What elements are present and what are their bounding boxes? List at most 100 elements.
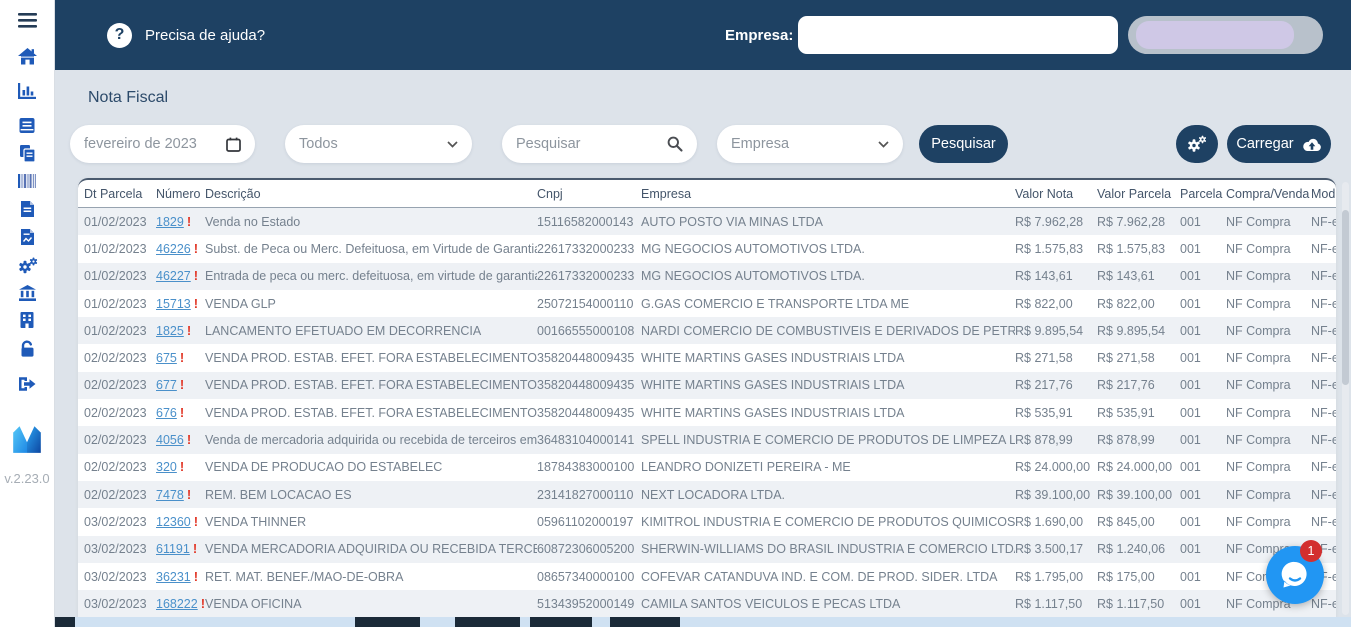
col-valor-nota[interactable]: Valor Nota [1015,186,1074,201]
table-row[interactable]: 02/02/2023 4056! Venda de mercadoria adq… [78,426,1336,454]
table-row[interactable]: 03/02/2023 168222! VENDA OFICINA 5134395… [78,590,1336,618]
cell-valor-parcela: R$ 878,99 [1097,433,1155,448]
document-copy-icon [19,144,36,162]
sidebar-item-report[interactable] [12,227,42,247]
numero-link[interactable]: 675 [156,351,177,366]
numero-link[interactable]: 320 [156,460,177,475]
cell-compra-venda: NF Compra [1226,351,1291,366]
cell-valor-nota: R$ 878,99 [1015,433,1073,448]
scrollbar-thumb[interactable] [1342,210,1349,385]
cell-modelo: NF-e [1311,433,1336,448]
cell-compra-venda: NF Compra [1226,241,1291,256]
cell-empresa: NEXT LOCADORA LTDA. [641,487,786,502]
vertical-scrollbar[interactable] [1342,182,1349,615]
table-row[interactable]: 01/02/2023 1825! LANCAMENTO EFETUADO EM … [78,317,1336,345]
numero-link[interactable]: 1829 [156,214,184,229]
upload-button[interactable]: Carregar [1227,125,1331,163]
search-button[interactable]: Pesquisar [919,125,1008,163]
table-row[interactable]: 02/02/2023 675! VENDA PROD. ESTAB. EFET.… [78,344,1336,371]
cell-descricao: Venda de mercadoria adquirida ou recebid… [205,433,537,448]
type-select-value: Todos [299,136,338,152]
hamburger-menu-icon [17,12,37,28]
type-select[interactable]: Todos [285,125,472,163]
cell-empresa: CAMILA SANTOS VEICULOS E PECAS LTDA [641,596,901,611]
numero-link[interactable]: 168222 [156,596,198,611]
cell-valor-nota: R$ 1.690,00 [1015,514,1084,529]
sidebar-item-barcode[interactable] [12,171,42,191]
cell-modelo: NF-e [1311,351,1336,366]
sidebar-item-document[interactable] [12,199,42,219]
table-row[interactable]: 01/02/2023 1829! Venda no Estado 1511658… [78,208,1336,236]
cell-numero: 46227! [156,268,205,284]
numero-link[interactable]: 46227 [156,269,191,284]
col-descricao[interactable]: Descrição [205,186,261,201]
sidebar-item-documents-copy[interactable] [12,143,42,163]
col-modelo[interactable]: Mod [1311,186,1336,201]
table-row[interactable]: 02/02/2023 320! VENDA DE PRODUCAO DO EST… [78,454,1336,481]
date-filter-input[interactable]: fevereiro de 2023 [70,125,255,163]
sidebar-menu-button[interactable] [12,10,42,30]
col-compra-venda[interactable]: Compra/Venda [1226,186,1310,201]
numero-link[interactable]: 4056 [156,433,184,448]
numero-link[interactable]: 46226 [156,241,191,256]
sidebar-item-settings[interactable] [12,255,42,275]
cell-dt-parcela: 03/02/2023 [84,596,147,611]
numero-link[interactable]: 1825 [156,323,184,338]
sidebar-item-dashboard[interactable] [12,81,42,101]
date-filter-value: fevereiro de 2023 [84,136,197,152]
empresa-masked-field[interactable] [1128,16,1323,54]
numero-link[interactable]: 12360 [156,514,191,529]
col-valor-parcela[interactable]: Valor Parcela [1097,186,1172,201]
cell-valor-parcela: R$ 845,00 [1097,514,1155,529]
numero-link[interactable]: 36231 [156,569,191,584]
cell-dt-parcela: 02/02/2023 [84,378,147,393]
app-logo [10,422,44,461]
table-row[interactable]: 02/02/2023 676! VENDA PROD. ESTAB. EFET.… [78,399,1336,426]
empresa-select[interactable]: Empresa [717,125,903,163]
numero-link[interactable]: 61191 [156,542,190,557]
numero-link[interactable]: 676 [156,405,177,420]
cell-numero: 46226! [156,241,205,256]
col-numero[interactable]: Número [156,186,201,201]
table-row[interactable]: 02/02/2023 677! VENDA PROD. ESTAB. EFET.… [78,371,1336,400]
help-link[interactable]: ? Precisa de ajuda? [107,0,265,70]
calendar-icon [226,137,241,152]
table-row[interactable]: 02/02/2023 7478! REM. BEM LOCACAO ES 231… [78,480,1336,509]
cell-parcela: 001 [1180,269,1201,284]
sidebar-item-bank[interactable] [12,283,42,303]
cell-valor-nota: R$ 1.795,00 [1015,569,1084,584]
cell-descricao: Entrada de peca ou merc. defeituosa, em … [205,269,537,284]
table-row[interactable]: 01/02/2023 46227! Entrada de peca ou mer… [78,262,1336,290]
search-icon [667,136,683,152]
cell-compra-venda: NF Compra [1226,378,1291,393]
sidebar-item-ledger[interactable] [12,115,42,135]
sidebar-item-building[interactable] [12,310,42,330]
sidebar-item-home[interactable] [12,46,42,66]
numero-link[interactable]: 677 [156,378,177,393]
table-row[interactable]: 01/02/2023 46226! Subst. de Peca ou Merc… [78,235,1336,262]
cell-modelo: NF-e [1311,596,1336,611]
alert-icon: ! [193,268,199,284]
cell-numero: 168222! [156,596,205,611]
col-dt-parcela[interactable]: Dt Parcela [84,186,143,201]
table-row[interactable]: 03/02/2023 12360! VENDA THINNER 05961102… [78,508,1336,535]
table-row[interactable]: 01/02/2023 15713! VENDA GLP 250721540001… [78,290,1336,317]
numero-link[interactable]: 7478 [156,487,184,502]
table-row[interactable]: 03/02/2023 36231! RET. MAT. BENEF./MAO-D… [78,563,1336,590]
col-empresa[interactable]: Empresa [641,186,692,201]
settings-button[interactable] [1176,125,1218,163]
cell-valor-nota: R$ 217,76 [1015,378,1073,393]
col-parcela[interactable]: Parcela [1180,186,1223,201]
cell-numero: 36231! [156,569,205,584]
sidebar-item-logout[interactable] [12,374,42,394]
cell-parcela: 001 [1180,323,1201,338]
cell-empresa: LEANDRO DONIZETI PEREIRA - ME [641,460,851,475]
sidebar-item-unlock[interactable] [12,338,42,358]
cell-modelo: NF-e [1311,296,1336,311]
col-cnpj[interactable]: Cnpj [537,186,563,201]
cell-numero: 12360! [156,514,205,529]
empresa-input[interactable] [798,16,1118,54]
numero-link[interactable]: 15713 [156,296,191,311]
search-input[interactable]: Pesquisar [502,125,697,163]
table-row[interactable]: 03/02/2023 61191! VENDA MERCADORIA ADQUI… [78,535,1336,563]
